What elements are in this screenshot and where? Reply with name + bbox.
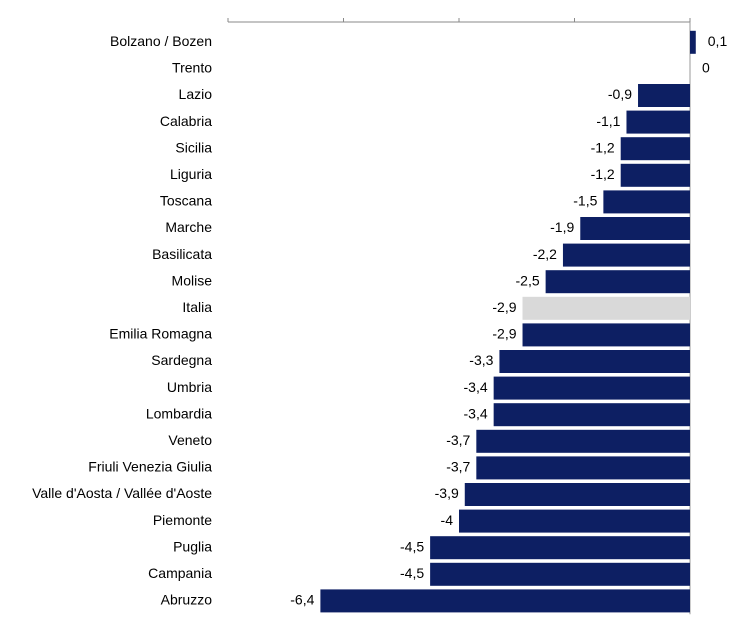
value-label: 0: [702, 60, 710, 76]
bar: [476, 456, 690, 480]
value-label: -1,9: [550, 219, 574, 235]
value-label: -2,5: [516, 272, 540, 288]
y-tick-label: Toscana: [160, 193, 212, 209]
value-label: -3,9: [435, 485, 459, 501]
bar: [459, 509, 690, 533]
y-tick-label: Campania: [148, 565, 212, 581]
y-tick-label: Basilicata: [152, 246, 212, 262]
y-tick-label: Emilia Romagna: [109, 326, 212, 342]
value-label: -3,4: [464, 379, 488, 395]
value-label: -1,2: [591, 166, 615, 182]
y-tick-label: Sicilia: [175, 139, 212, 155]
value-label: 0,1: [708, 33, 728, 49]
y-tick-label: Trento: [172, 60, 212, 76]
y-tick-label: Valle d'Aosta / Vallée d'Aoste: [32, 485, 212, 501]
value-label: -1,2: [591, 139, 615, 155]
y-tick-label: Veneto: [168, 432, 212, 448]
value-label: -4,5: [400, 565, 424, 581]
bar: [620, 163, 690, 187]
bar: [493, 403, 690, 427]
y-tick-label: Sardegna: [151, 352, 212, 368]
bar: [545, 270, 690, 294]
bar: [603, 190, 690, 214]
y-tick-label: Calabria: [160, 113, 212, 129]
value-label: -4: [441, 512, 454, 528]
bar: [476, 429, 690, 453]
y-tick-label: Marche: [165, 219, 212, 235]
value-label: -1,1: [596, 113, 620, 129]
y-tick-label: Lazio: [179, 86, 213, 102]
bar: [522, 323, 690, 347]
value-label: -0,9: [608, 86, 632, 102]
value-label: -3,7: [446, 459, 470, 475]
y-tick-label: Friuli Venezia Giulia: [88, 459, 212, 475]
value-label: -2,9: [492, 299, 516, 315]
value-label: -1,5: [573, 193, 597, 209]
y-tick-label: Lombardia: [146, 405, 212, 421]
bar: [562, 243, 690, 267]
bar: [430, 562, 690, 586]
y-tick-label: Umbria: [167, 379, 212, 395]
value-label: -3,7: [446, 432, 470, 448]
y-tick-label: Liguria: [170, 166, 212, 182]
y-tick-label: Puglia: [173, 538, 212, 554]
bar: [626, 110, 690, 134]
value-label: -6,4: [290, 592, 314, 608]
bar: [493, 376, 690, 400]
bar: [690, 30, 696, 54]
value-label: -4,5: [400, 538, 424, 554]
value-label: -3,3: [469, 352, 493, 368]
y-tick-label: Abruzzo: [161, 592, 213, 608]
bar: [580, 217, 690, 240]
bar: [499, 350, 690, 373]
bar: [522, 296, 690, 320]
value-label: -2,9: [492, 326, 516, 342]
value-label: -3,4: [464, 405, 488, 421]
bar: [638, 84, 690, 107]
bar: [620, 137, 690, 161]
y-tick-label: Bolzano / Bozen: [110, 33, 212, 49]
bar: [320, 589, 690, 613]
y-tick-label: Molise: [172, 272, 213, 288]
value-label: -2,2: [533, 246, 557, 262]
y-tick-label: Piemonte: [153, 512, 212, 528]
bar: [430, 536, 690, 560]
bar: [464, 483, 690, 506]
y-tick-label: Italia: [182, 299, 212, 315]
